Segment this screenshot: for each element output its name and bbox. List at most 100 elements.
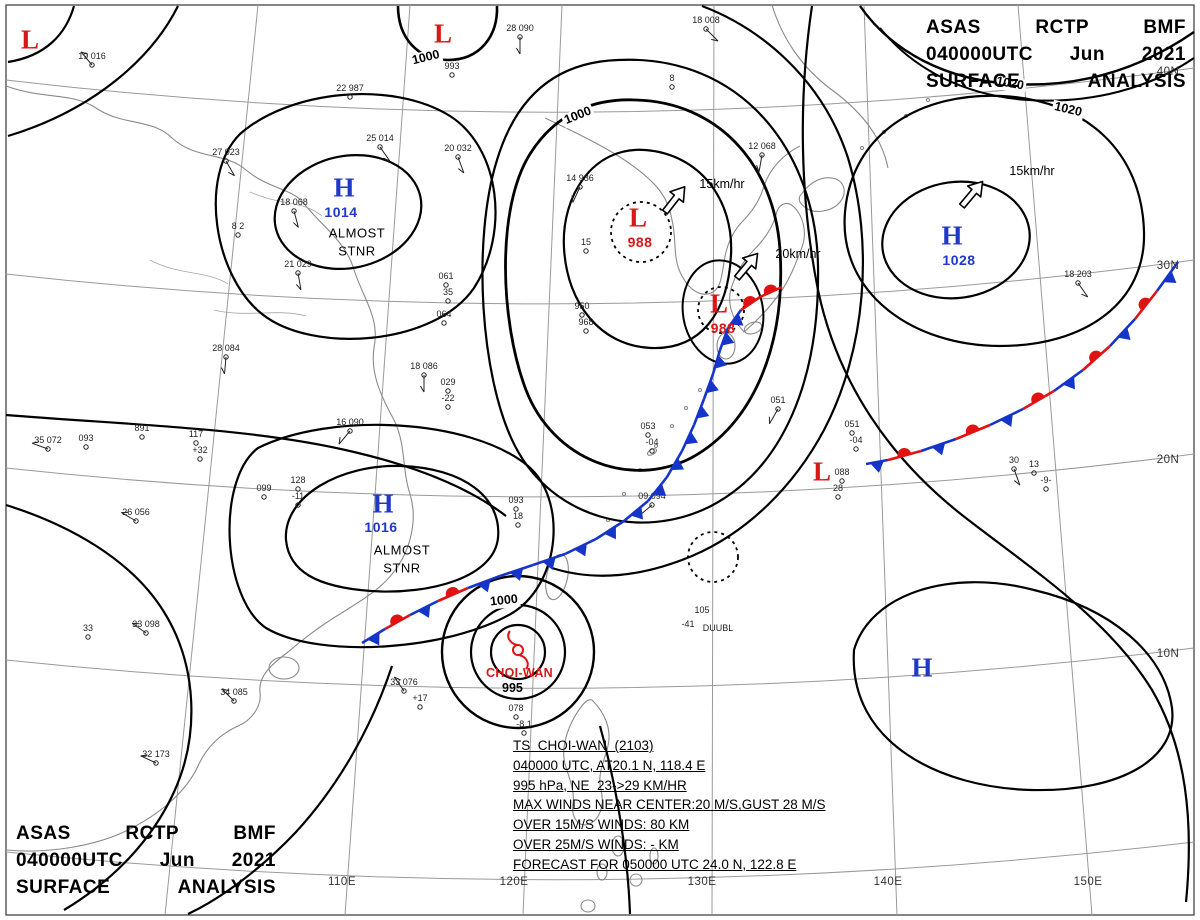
station-circle [835, 494, 841, 500]
product-code: ASAS RCTP BMF [926, 17, 1186, 38]
station-circle [85, 634, 91, 640]
wind-barb-feather [31, 441, 39, 444]
movement-arrow-shape [958, 180, 984, 209]
station-plot: 13 [1029, 459, 1039, 476]
station-circle [445, 388, 451, 394]
valid-time: 040000UTC Jun 2021 [926, 44, 1186, 65]
isobar [504, 98, 783, 472]
parallel-line [5, 647, 1195, 689]
station-plot: 34 085 [220, 687, 248, 704]
station-circle [197, 456, 203, 462]
station-values: 18 068 [280, 197, 308, 207]
wind-barb [80, 51, 93, 66]
station-circle [649, 502, 655, 508]
station-values: 117 [189, 429, 203, 439]
station-values: 8 [669, 73, 674, 83]
parallel-line [5, 453, 1195, 498]
station-plot: 32 173 [140, 749, 170, 766]
station-plot: 33 076 [390, 676, 418, 694]
wind-barb-feather [756, 165, 760, 172]
station-circle [347, 94, 353, 100]
movement-arrow [661, 185, 686, 215]
cold-front-triangle [696, 405, 710, 419]
station-circle [45, 446, 51, 452]
wind-barb [121, 512, 137, 522]
cold-front-triangle [870, 460, 884, 473]
station-values: 13 [1029, 459, 1039, 469]
station-circle [455, 154, 461, 160]
station-values: 061 [438, 271, 453, 281]
cold-front-triangle [1117, 327, 1131, 340]
wind-barb-feather [221, 688, 229, 692]
wind-barb-feather [383, 157, 390, 162]
chart-type: SURFACE ANALYSIS [926, 71, 1186, 92]
station-circle [261, 494, 267, 500]
station-values: 28 [833, 483, 843, 493]
station-plot: DUUBL [703, 623, 734, 633]
station-plot: 18 [513, 511, 523, 528]
isobar [562, 148, 733, 350]
station-circle [295, 486, 301, 492]
station-plot: 18 203 [1064, 269, 1092, 298]
wind-barb-feather [571, 195, 574, 203]
station-circle [577, 184, 583, 190]
station-values: 18 [513, 511, 523, 521]
station-plot: 16 090 [336, 417, 364, 445]
station-plot: 26 056 [121, 507, 150, 524]
station-values: 12 068 [748, 141, 776, 151]
station-circle [291, 208, 297, 214]
wind-barb-feather [80, 51, 88, 55]
station-plot: 28 [833, 483, 843, 500]
tropical-storm-icon [507, 630, 529, 670]
isobar [489, 623, 547, 681]
station-plot: 093 [508, 495, 524, 512]
coastline-hokkaido [798, 177, 845, 212]
station-plot: 891 [134, 423, 150, 440]
cold-front-triangle [417, 604, 431, 618]
cold-front-triangle [367, 632, 380, 646]
station-plot: 18 008 [692, 15, 720, 42]
low-center-dashed-circle [610, 201, 672, 263]
wind-barb [131, 622, 147, 634]
station-plot: 35 [443, 287, 453, 304]
station-values: 029 [440, 377, 455, 387]
station-values: 099 [256, 483, 271, 493]
isobar [5, 413, 507, 517]
station-plot: 093 [78, 433, 94, 450]
wind-barb-feather [458, 168, 465, 174]
station-plot: 078 [508, 703, 524, 720]
meridian-line [1017, 4, 1093, 916]
station-values: 33 076 [390, 677, 418, 687]
station-plot: 105 [694, 605, 709, 615]
storm-hook [507, 630, 518, 646]
station-plot: 30 [1009, 455, 1021, 486]
station-values: 064 [436, 309, 451, 319]
station-circle [1043, 486, 1049, 492]
isobar [843, 94, 1146, 348]
station-plot: 968 [578, 317, 594, 334]
station-circle [347, 428, 353, 434]
station-plot: -04 [849, 435, 863, 452]
movement-arrow [958, 180, 984, 209]
coastline-japan-honshu [729, 203, 805, 333]
station-values: 18 086 [410, 361, 438, 371]
station-plot: 950 [574, 301, 590, 318]
meridian-line [863, 4, 898, 916]
station-plot: 18 068 [280, 197, 308, 228]
station-values: 950 [574, 301, 589, 311]
cold-front-triangle [671, 457, 685, 471]
station-values: -9- [1041, 475, 1052, 485]
station-values: 968 [578, 317, 593, 327]
station-plot: 064 [436, 309, 452, 326]
ryukyu-island [697, 387, 703, 393]
station-circle [669, 84, 675, 90]
isobar [7, 5, 179, 138]
isobar [228, 423, 555, 649]
isobar [284, 464, 500, 593]
station-values: 33 [83, 623, 93, 633]
station-circle [443, 282, 449, 288]
station-circle [231, 698, 237, 704]
station-circle [513, 714, 519, 720]
station-circle [153, 760, 159, 766]
cold-front-triangle [714, 355, 728, 369]
